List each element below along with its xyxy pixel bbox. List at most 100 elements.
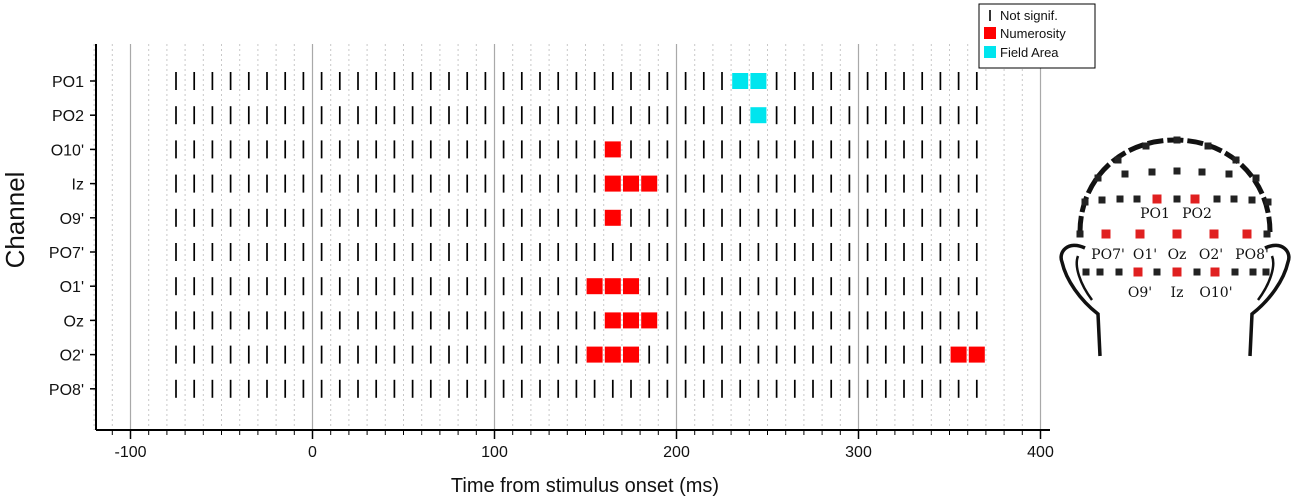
marker-numerosity [623, 346, 639, 363]
marker-numerosity [604, 278, 621, 295]
electrode [1153, 268, 1161, 276]
marker-numerosity [641, 312, 658, 329]
marker-numerosity [586, 346, 603, 363]
x-tick-label: -100 [114, 444, 146, 461]
marker-numerosity [623, 278, 639, 295]
marker-numerosity [623, 312, 639, 329]
right-ear-inner [1256, 255, 1275, 301]
y-tick-label-po1: PO1 [52, 74, 84, 91]
electrode [1116, 195, 1124, 203]
electrode [1232, 156, 1240, 164]
x-tick-label: 100 [481, 444, 508, 461]
electrode [1204, 142, 1212, 150]
electrode [1252, 174, 1260, 182]
marker-numerosity [968, 346, 985, 363]
head-label-o10: O10' [1199, 285, 1232, 301]
x-ticks: -100 0 100 200 300 400 [111, 430, 1054, 461]
electrode-highlight [1210, 267, 1220, 277]
electrode [1094, 174, 1102, 182]
legend-label-not-signif: Not signif. [1000, 8, 1058, 23]
plot-marks [175, 72, 985, 398]
marker-numerosity [604, 312, 621, 329]
electrode [1148, 168, 1156, 176]
legend-label-field-area: Field Area [1000, 45, 1059, 60]
marker-field-area [732, 73, 749, 89]
electrode [1133, 195, 1141, 203]
electrode [1173, 195, 1181, 203]
y-axis-title: Channel [0, 172, 30, 269]
electrode-highlight [1190, 194, 1200, 204]
legend: Not signif. Numerosity Field Area [978, 3, 1096, 69]
electrode [1142, 142, 1150, 150]
electrode [1173, 167, 1181, 175]
y-tick-label-o2: O2' [60, 348, 84, 365]
legend-label-numerosity: Numerosity [1000, 26, 1066, 41]
electrode-highlight [1101, 229, 1111, 239]
head-label-oz: Oz [1168, 247, 1187, 263]
electrode [1082, 268, 1090, 276]
marker-numerosity [604, 175, 621, 192]
head-label-po7: PO7' [1091, 247, 1125, 263]
electrode [1098, 196, 1106, 204]
head-label-o9: O9' [1128, 285, 1152, 301]
electrode [1262, 268, 1270, 276]
x-tick-label: 0 [308, 444, 317, 461]
electrode-highlight [1133, 267, 1143, 277]
electrode [1173, 136, 1181, 144]
y-tick-label-oz: Oz [64, 313, 84, 330]
right-ear [1248, 243, 1291, 357]
y-tick-label-iz: Iz [72, 177, 84, 194]
electrodes [1076, 136, 1272, 277]
y-tick-label-o9: O9' [60, 211, 84, 228]
head-label-po1: PO1 [1140, 206, 1170, 222]
marker-numerosity [623, 175, 639, 192]
electrode [1198, 168, 1206, 176]
electrode [1213, 195, 1221, 203]
y-tick-label-o10: O10' [51, 142, 84, 159]
electrode [1230, 195, 1238, 203]
head-label-o2: O2' [1199, 247, 1223, 263]
x-tick-label: 400 [1027, 444, 1054, 461]
head-label-po2: PO2 [1182, 206, 1212, 222]
marker-numerosity [604, 209, 621, 226]
axes [95, 44, 1050, 431]
marker-numerosity [950, 346, 967, 363]
y-tick-label-o1: O1' [60, 279, 84, 296]
electrode [1114, 156, 1122, 164]
marker-numerosity [586, 278, 603, 295]
electrode-highlight [1172, 229, 1182, 239]
legend-marker-field-area [984, 46, 996, 58]
electrode [1081, 198, 1089, 206]
electrode-highlight [1172, 267, 1182, 277]
electrode-highlight [1242, 229, 1252, 239]
electrode [1249, 268, 1257, 276]
electrode [1264, 198, 1272, 206]
y-tick-label-po7: PO7' [49, 245, 84, 262]
electrode-highlight [1135, 229, 1145, 239]
electrode [1121, 170, 1129, 178]
marker-numerosity [604, 346, 621, 363]
electrode [1193, 268, 1201, 276]
electrode [1115, 268, 1123, 276]
electrode [1231, 268, 1239, 276]
head-outline [1077, 137, 1273, 233]
electrode [1263, 230, 1271, 238]
marker-field-area [750, 107, 767, 124]
left-ear-inner [1075, 255, 1094, 301]
electrode [1076, 230, 1084, 238]
grid [93, 44, 1042, 430]
electrode [1248, 196, 1256, 204]
electrode-highlight [1152, 194, 1162, 204]
marker-numerosity [641, 175, 658, 192]
head-map: PO1 PO2 PO7' O1' Oz O2' PO8' O9' Iz O10' [1059, 136, 1291, 357]
electrode [1225, 170, 1233, 178]
x-tick-label: 300 [845, 444, 872, 461]
marker-field-area [750, 73, 767, 89]
legend-box [978, 3, 1096, 69]
head-label-po8: PO8' [1235, 247, 1269, 263]
legend-marker-numerosity [984, 27, 996, 39]
y-tick-label-po8: PO8' [49, 382, 84, 399]
electrode-highlight [1209, 229, 1219, 239]
left-ear [1059, 243, 1102, 357]
